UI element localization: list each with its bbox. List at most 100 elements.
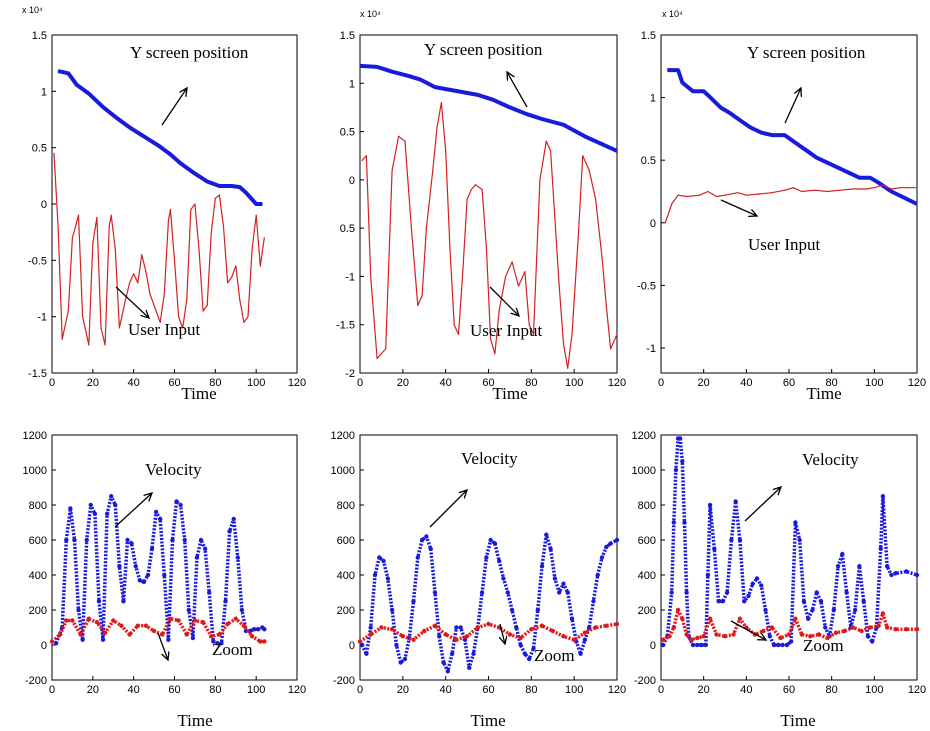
velocity-point (76, 607, 81, 613)
velocity-point (682, 520, 687, 525)
velocity-point (231, 516, 236, 522)
input-series-line (664, 184, 917, 223)
zoom-point (143, 623, 149, 628)
velocity-point (707, 502, 713, 508)
x-tick-label: 40 (440, 377, 452, 389)
subplot-4: 0 20 40 60 80 100 120-200020040060080010001200… (23, 430, 307, 730)
velocity-point (207, 590, 212, 595)
velocity-point (539, 564, 545, 569)
velocity-point (582, 637, 588, 642)
y-tick-label: -0.5 (637, 280, 656, 292)
position-point (916, 203, 918, 205)
position-point (359, 65, 361, 67)
zoom-point (904, 627, 909, 632)
input-point (466, 198, 468, 200)
zoom-point (49, 639, 55, 644)
velocity-point (492, 541, 498, 546)
x-tick-label: 20 (698, 377, 710, 389)
velocity-point (100, 637, 106, 642)
x-tick-label: 40 (128, 684, 140, 696)
y-tick-label: 400 (29, 570, 47, 582)
velocity-point (889, 572, 894, 578)
velocity-point (552, 576, 558, 581)
input-point (449, 246, 451, 249)
velocity-point (861, 599, 866, 604)
velocity-point (844, 590, 849, 595)
x-tick-label: 60 (482, 377, 494, 389)
x-tick-label: 80 (525, 684, 537, 696)
position-point (858, 177, 861, 179)
input-point (916, 187, 918, 189)
velocity-point (614, 537, 620, 543)
zoom-point (614, 621, 620, 627)
zoom-point (368, 632, 373, 637)
velocity-point (690, 642, 696, 648)
input-point (432, 169, 434, 171)
velocity-point (211, 639, 216, 644)
position-point (760, 132, 762, 134)
input-point (562, 343, 565, 345)
input-point (214, 197, 216, 199)
annotation-arrow (157, 632, 168, 660)
velocity-point (780, 642, 785, 648)
x-tick-label: 80 (826, 684, 838, 696)
input-point (671, 203, 673, 205)
velocity-point (121, 599, 126, 604)
position-point (75, 83, 78, 86)
position-point (67, 72, 69, 74)
input-point (218, 194, 221, 196)
subplot-5: 0 20 40 60 80 100 120-200020040060080010001200… (331, 430, 627, 730)
velocity-point (497, 558, 502, 564)
x-tick-label: 80 (826, 377, 838, 389)
velocity-point (699, 642, 704, 648)
input-point (784, 189, 786, 191)
zoom-point (850, 625, 856, 630)
y-tick-label: 1 (349, 78, 355, 90)
velocity-point (724, 590, 730, 595)
position-point (616, 150, 618, 152)
input-point (550, 150, 552, 152)
annotation-label: User Input (748, 235, 821, 254)
velocity-point (385, 576, 391, 581)
x-tick-label: 80 (209, 684, 221, 696)
input-point (61, 338, 63, 340)
annotation-arrow (489, 286, 519, 316)
zoom-point (884, 625, 890, 630)
y-tick-label: -1 (345, 271, 355, 283)
input-point (57, 225, 59, 228)
position-point (878, 182, 880, 184)
input-point (145, 271, 147, 273)
velocity-point (595, 572, 600, 578)
velocity-point (262, 627, 267, 632)
x-tick-label: 20 (87, 684, 99, 696)
position-point (771, 134, 773, 136)
velocity-point (870, 639, 875, 644)
position-point (492, 99, 494, 101)
zoom-point (816, 632, 822, 637)
zoom-point (249, 634, 255, 639)
velocity-point (556, 590, 562, 595)
position-point (707, 94, 709, 96)
velocity-point (893, 571, 898, 576)
velocity-point (419, 537, 425, 543)
x-tick-label: 100 (865, 684, 883, 696)
velocity-point (788, 639, 794, 644)
position-series-line (359, 63, 618, 153)
zoom-point (582, 630, 588, 635)
input-point (792, 187, 794, 189)
y-tick-label: -2 (345, 368, 355, 380)
velocity-point (806, 616, 811, 621)
y-tick-label: 0 (349, 175, 355, 187)
x-tick-label: 120 (608, 377, 626, 389)
position-point (376, 66, 378, 68)
velocity-point (746, 593, 751, 599)
zoom-point (688, 637, 694, 642)
input-point (104, 344, 106, 346)
velocity-point (411, 599, 416, 604)
position-point (584, 135, 586, 137)
velocity-point (831, 607, 836, 613)
input-point (404, 140, 406, 142)
input-point (481, 188, 483, 191)
zoom-point (518, 635, 523, 641)
input-point (231, 276, 233, 278)
